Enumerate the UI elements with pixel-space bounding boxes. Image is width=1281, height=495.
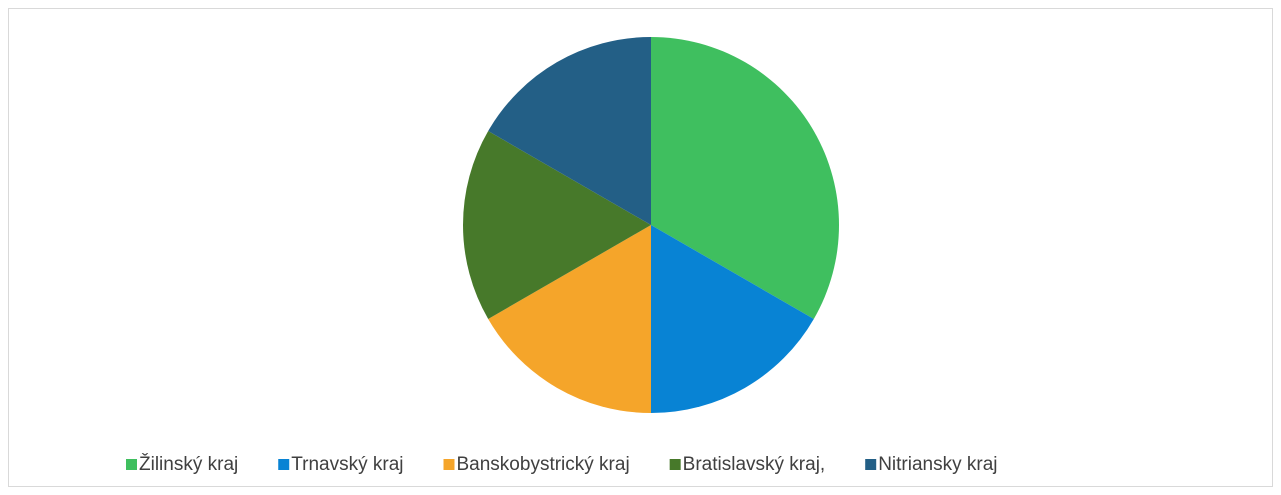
legend-label: Bratislavský kraj,	[683, 454, 826, 475]
pie-slice	[488, 37, 651, 225]
legend-swatch	[278, 459, 290, 470]
legend-label: Žilinský kraj	[139, 453, 238, 475]
legend-swatch	[865, 459, 877, 470]
pie-slice	[488, 225, 651, 413]
pie-slice	[463, 131, 651, 319]
legend-label: Nitriansky kraj	[878, 454, 997, 475]
legend-swatch	[126, 459, 137, 470]
legend-swatch	[669, 459, 681, 470]
legend-swatch	[443, 459, 455, 470]
legend-label: Trnavský kraj	[291, 454, 403, 475]
pie-slice	[651, 225, 814, 413]
pie-slice	[651, 37, 839, 319]
legend-label: Banskobystrický kraj	[457, 454, 630, 475]
